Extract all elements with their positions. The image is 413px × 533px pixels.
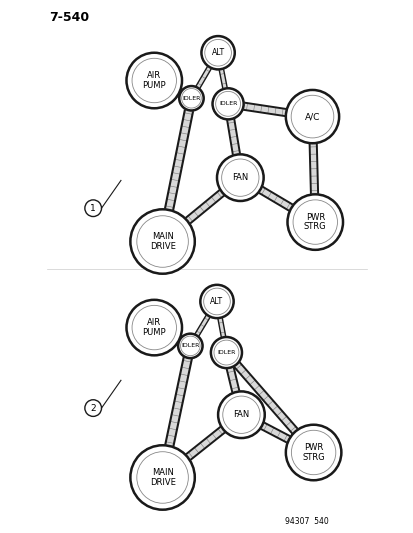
Polygon shape xyxy=(226,367,239,393)
Text: MAIN
DRIVE: MAIN DRIVE xyxy=(149,468,175,487)
Text: PWR
STRG: PWR STRG xyxy=(301,443,324,462)
Circle shape xyxy=(218,391,264,438)
Circle shape xyxy=(199,284,234,319)
Polygon shape xyxy=(185,426,225,461)
Text: MAIN
DRIVE: MAIN DRIVE xyxy=(149,232,175,251)
Polygon shape xyxy=(233,362,297,434)
Circle shape xyxy=(211,87,244,120)
Text: IDLER: IDLER xyxy=(217,350,235,355)
Polygon shape xyxy=(217,318,225,338)
Circle shape xyxy=(210,337,241,368)
Circle shape xyxy=(287,195,342,250)
Text: FAN: FAN xyxy=(232,173,248,182)
Circle shape xyxy=(212,88,243,119)
Text: A/C: A/C xyxy=(304,112,319,121)
Circle shape xyxy=(126,299,183,356)
Text: IDLER: IDLER xyxy=(181,343,199,349)
Text: IDLER: IDLER xyxy=(218,101,237,106)
Circle shape xyxy=(200,285,233,318)
Polygon shape xyxy=(194,314,210,336)
Text: IDLER: IDLER xyxy=(182,96,200,101)
Polygon shape xyxy=(258,187,292,211)
Text: 7-540: 7-540 xyxy=(49,11,89,24)
Circle shape xyxy=(129,445,195,511)
Polygon shape xyxy=(218,69,227,89)
Circle shape xyxy=(286,193,343,251)
Polygon shape xyxy=(260,422,290,443)
Text: 94307  540: 94307 540 xyxy=(285,517,328,526)
Circle shape xyxy=(178,85,204,111)
Circle shape xyxy=(285,90,338,143)
Polygon shape xyxy=(177,88,182,97)
Circle shape xyxy=(201,36,234,69)
Circle shape xyxy=(130,445,194,510)
Circle shape xyxy=(178,334,202,358)
Circle shape xyxy=(216,154,264,202)
Text: 1: 1 xyxy=(90,204,96,213)
Circle shape xyxy=(126,52,183,109)
Circle shape xyxy=(177,333,203,359)
Circle shape xyxy=(200,35,235,70)
Circle shape xyxy=(285,425,341,480)
Circle shape xyxy=(126,300,182,356)
Circle shape xyxy=(217,391,265,439)
Circle shape xyxy=(216,155,263,201)
Text: PWR
STRG: PWR STRG xyxy=(303,213,326,231)
Circle shape xyxy=(130,209,194,274)
Circle shape xyxy=(284,424,342,481)
Text: AIR
PUMP: AIR PUMP xyxy=(142,318,166,337)
Polygon shape xyxy=(242,102,286,116)
Circle shape xyxy=(179,86,203,110)
Circle shape xyxy=(126,53,182,108)
Text: AIR
PUMP: AIR PUMP xyxy=(142,71,166,90)
Text: 2: 2 xyxy=(90,403,96,413)
Polygon shape xyxy=(185,190,224,224)
Polygon shape xyxy=(195,66,211,89)
Text: ALT: ALT xyxy=(211,49,224,57)
Polygon shape xyxy=(165,357,192,447)
Text: ALT: ALT xyxy=(210,297,223,306)
Circle shape xyxy=(129,208,195,274)
Text: FAN: FAN xyxy=(233,410,249,419)
Polygon shape xyxy=(226,118,240,155)
Circle shape xyxy=(209,336,242,369)
Polygon shape xyxy=(164,109,192,211)
Polygon shape xyxy=(177,336,181,344)
Circle shape xyxy=(284,89,339,144)
Polygon shape xyxy=(309,143,317,195)
